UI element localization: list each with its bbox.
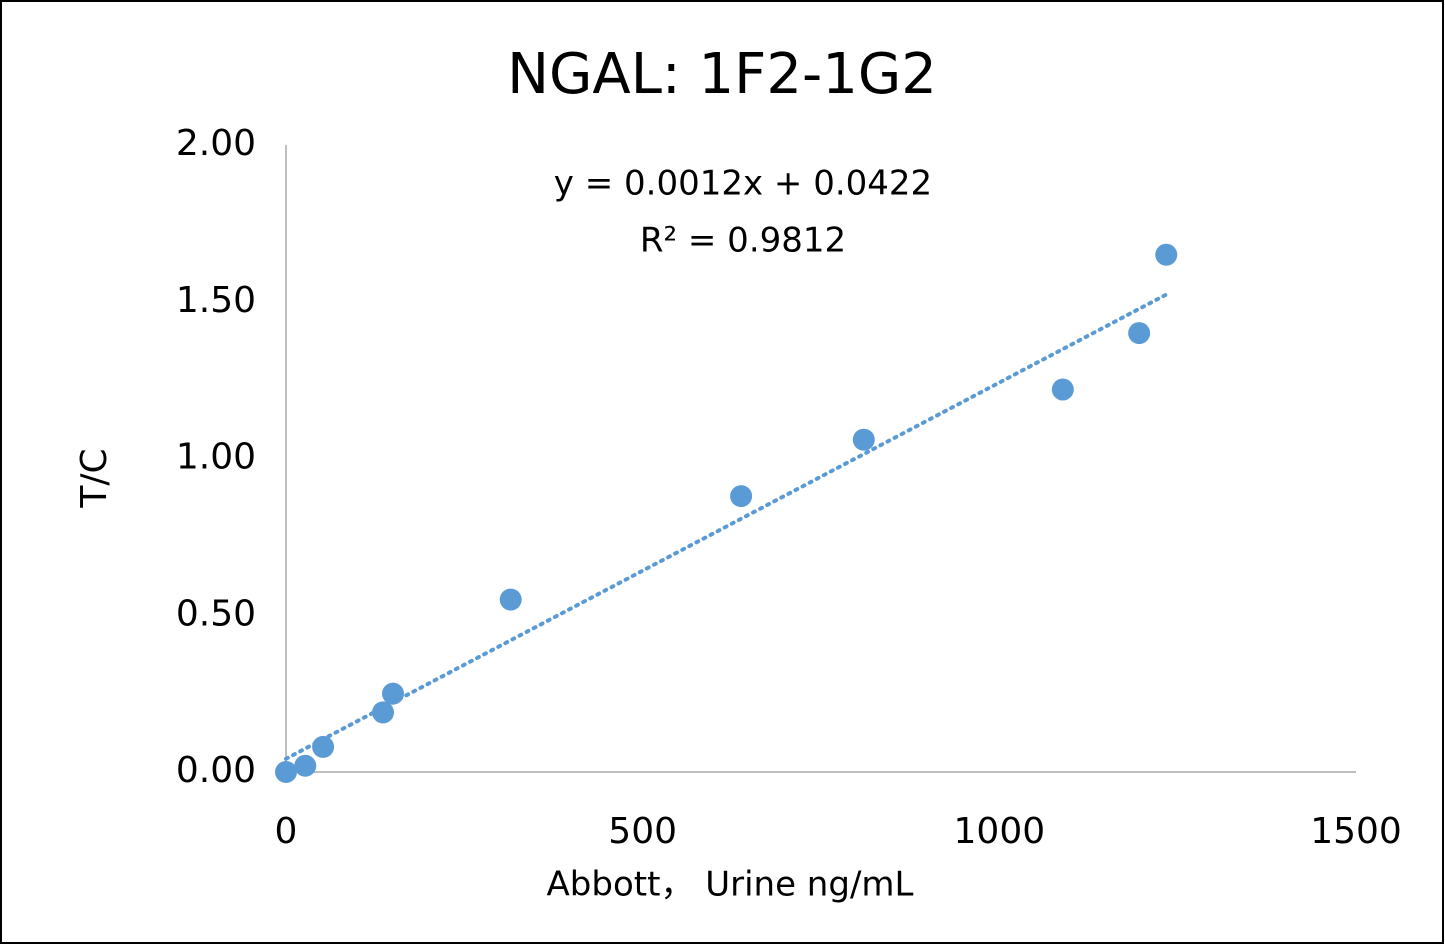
trendline: [284, 292, 1169, 761]
data-point: [1128, 322, 1151, 345]
x-tick-label: 500: [608, 811, 677, 852]
data-point: [294, 754, 317, 777]
data-point: [382, 682, 404, 705]
y-tick-label: 0.00: [176, 750, 256, 791]
data-point: [372, 701, 395, 724]
data-point: [1155, 243, 1178, 266]
y-axis-title: T/C: [74, 448, 115, 508]
data-point: [312, 735, 335, 758]
x-tick-label: 1500: [1310, 811, 1402, 852]
trend-r2: R² = 0.9812: [640, 221, 846, 261]
y-tick-label: 2.00: [176, 123, 256, 164]
data-point: [275, 761, 297, 783]
x-tick-label: 0: [275, 811, 298, 852]
trend-equation: y = 0.0012x + 0.0422: [554, 164, 932, 204]
chart-title: NGAL: 1F2-1G2: [507, 42, 937, 107]
y-tick-label: 1.50: [176, 280, 256, 321]
y-tick-label: 0.50: [176, 593, 256, 634]
data-point: [730, 485, 753, 508]
data-point: [852, 428, 875, 451]
data-point: [1051, 378, 1074, 401]
x-tick-label: 1000: [954, 811, 1046, 852]
data-point: [499, 588, 522, 611]
x-axis-title: Abbott， Urine ng/mL: [547, 865, 914, 905]
y-tick-label: 1.00: [176, 437, 256, 478]
